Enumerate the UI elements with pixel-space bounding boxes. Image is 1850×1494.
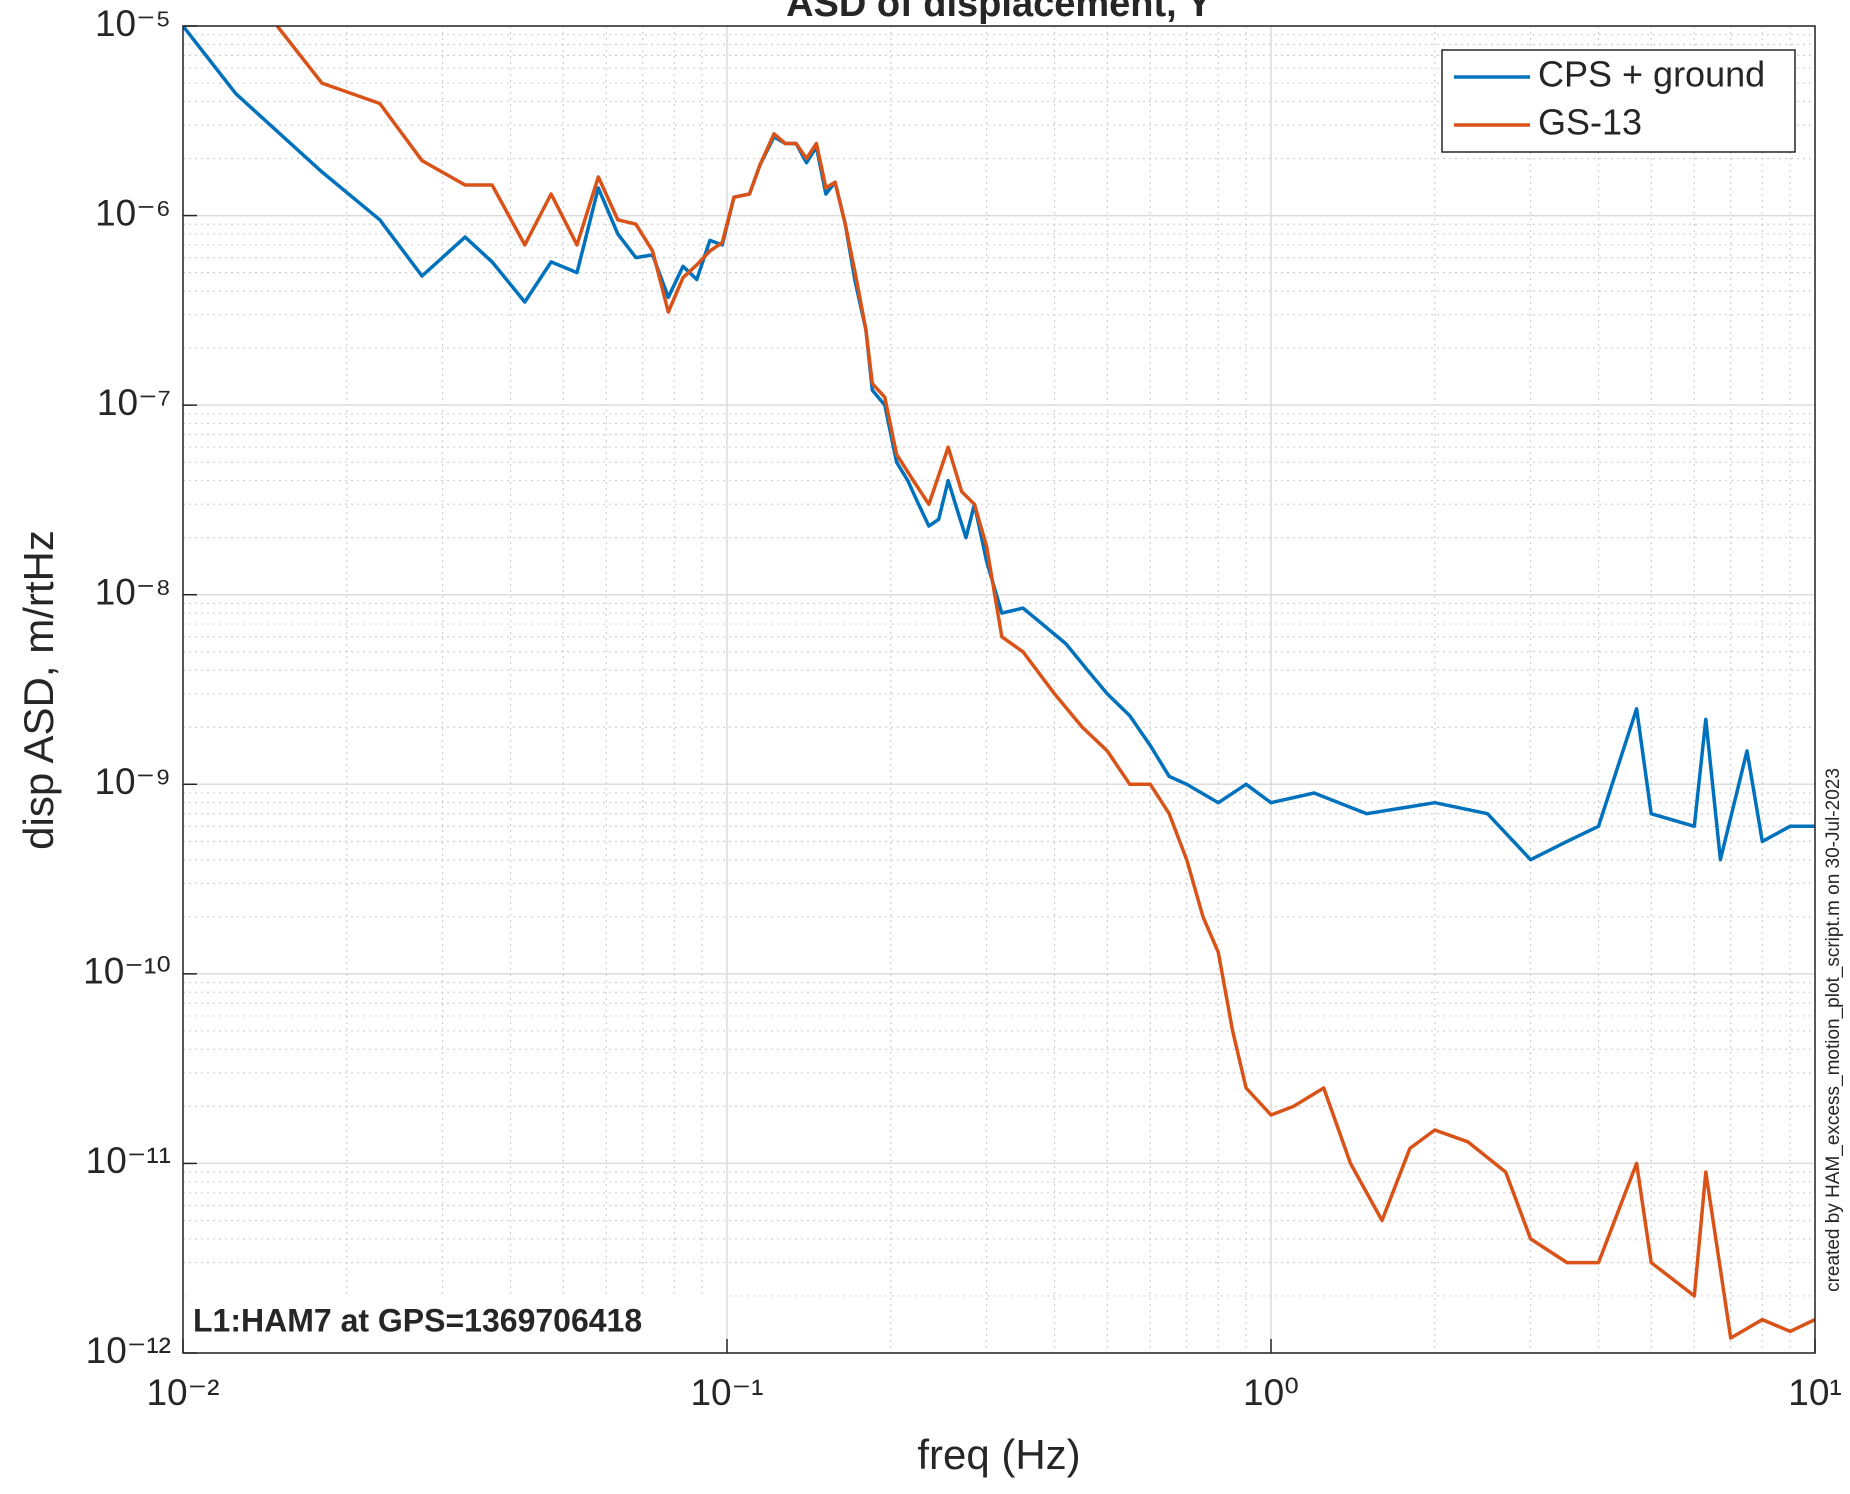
- x-axis-label: freq (Hz): [917, 1431, 1080, 1478]
- y-tick-label: 10⁻¹¹: [86, 1140, 171, 1181]
- legend-box: [1441, 49, 1796, 153]
- x-tick-label: 10⁻¹: [690, 1372, 763, 1413]
- x-tick-label: 10⁰: [1243, 1372, 1299, 1413]
- y-axis-label: disp ASD, m/rtHz: [15, 530, 62, 850]
- y-tick-label: 10⁻¹²: [86, 1330, 171, 1371]
- side-note: created by HAM_excess_motion_plot_script…: [1823, 768, 1844, 1292]
- series-line: [183, 26, 1815, 862]
- legend-label: CPS + ground: [1538, 54, 1765, 95]
- series-line: [275, 26, 1815, 1340]
- y-tick-label: 10⁻¹⁰: [83, 951, 171, 992]
- y-tick-label: 10⁻⁵: [95, 3, 171, 44]
- y-tick-label: 10⁻⁷: [97, 382, 171, 423]
- chart-title: ASD of displacement, Y: [786, 0, 1212, 25]
- x-tick-label: 10⁻²: [146, 1372, 219, 1413]
- grid: [182, 25, 1816, 1354]
- legend-label: GS-13: [1538, 102, 1642, 143]
- legend: CPS + ground GS-13: [1441, 49, 1796, 153]
- y-tick-label: 10⁻⁸: [95, 571, 171, 612]
- annotation-box: [185, 1295, 725, 1351]
- x-tick-label: 10¹: [1788, 1372, 1841, 1413]
- plot-frame: [182, 25, 1816, 1354]
- y-tick-label: 10⁻⁶: [95, 192, 171, 233]
- y-tick-label: 10⁻⁹: [94, 761, 171, 802]
- annotation: L1:HAM7 at GPS=1369706418: [193, 1302, 642, 1338]
